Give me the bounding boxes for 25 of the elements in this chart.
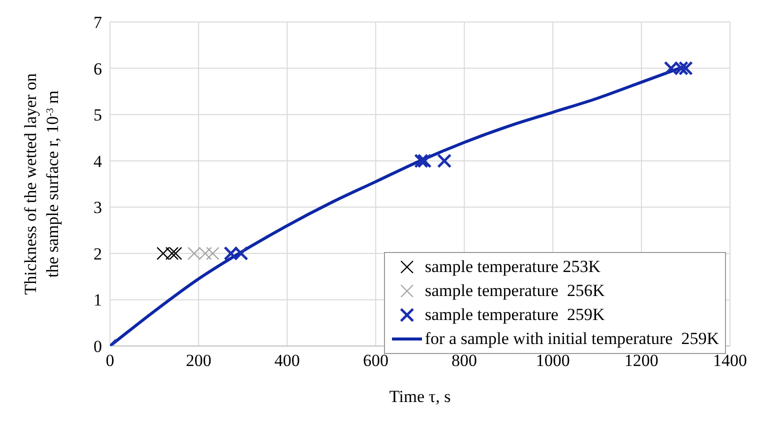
x-tick-label: 600 xyxy=(362,351,388,370)
x-tick-label: 1000 xyxy=(536,351,570,370)
legend-label: sample temperature 259K xyxy=(424,305,605,325)
y-tick-label: 1 xyxy=(94,290,102,310)
y-tick-label: 2 xyxy=(94,244,102,264)
y-tick-label: 7 xyxy=(94,13,102,32)
y-tick-label: 0 xyxy=(94,337,102,356)
point xyxy=(417,154,432,168)
x-axis-title: Time τ, s xyxy=(389,387,451,406)
legend-label: sample temperature 253K xyxy=(424,257,600,277)
x-tick-label: 200 xyxy=(186,351,212,370)
x-tick-label: 0 xyxy=(106,351,114,370)
x-tick-label: 1200 xyxy=(624,351,658,370)
point xyxy=(206,246,220,260)
y-tick-label: 3 xyxy=(94,198,102,218)
x-tick-label: 1400 xyxy=(713,351,747,370)
y-tick-label: 6 xyxy=(94,59,102,78)
point xyxy=(414,154,429,168)
point xyxy=(437,154,452,168)
x-tick-label: 400 xyxy=(274,351,300,370)
legend-label: sample temperature 256K xyxy=(424,281,605,301)
y-tick-label: 4 xyxy=(94,152,102,171)
y-tick-label: 5 xyxy=(94,106,102,125)
legend-label: for a sample with initial temperature 259K xyxy=(424,329,719,349)
x-tick-label: 800 xyxy=(452,351,478,370)
